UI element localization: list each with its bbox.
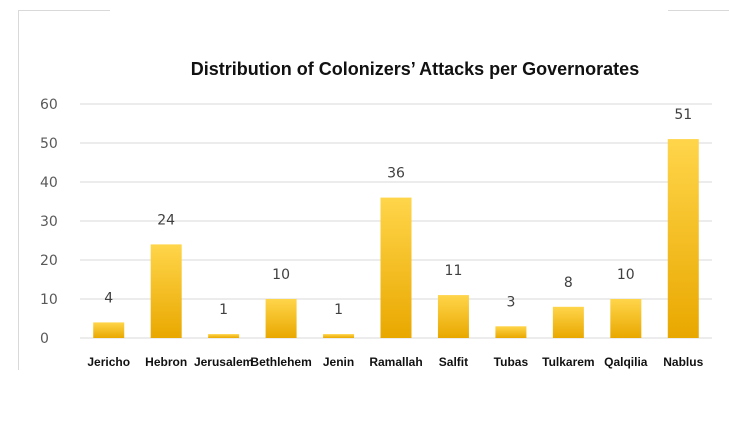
x-tick-label-bethlehem: Bethlehem	[250, 355, 311, 369]
y-tick-label: 40	[40, 175, 58, 191]
bar-salfit	[437, 295, 469, 338]
data-label-bethlehem: 10	[272, 267, 290, 283]
y-tick-label: 20	[40, 253, 58, 269]
data-label-jerusalem: 1	[219, 302, 228, 318]
data-label-qalqilia: 10	[617, 267, 635, 283]
x-tick-label-nablus: Nablus	[663, 355, 703, 369]
x-tick-label-salfit: Salfit	[439, 355, 468, 369]
data-label-tulkarem: 8	[564, 275, 573, 291]
x-tick-label-jerusalem: Jerusalem	[194, 355, 253, 369]
data-label-ramallah: 36	[387, 166, 405, 182]
data-label-tubas: 3	[506, 294, 515, 310]
bar-hebron	[150, 244, 182, 338]
x-tick-label-tubas: Tubas	[494, 355, 529, 369]
y-tick-label: 30	[40, 214, 58, 230]
y-tick-label: 60	[40, 97, 58, 113]
x-tick-label-tulkarem: Tulkarem	[542, 355, 594, 369]
y-axis-ticks: 0 10 20 30 40 50 60	[40, 97, 58, 347]
bar-bethlehem	[265, 299, 297, 338]
x-tick-label-hebron: Hebron	[145, 355, 187, 369]
data-label-salfit: 11	[445, 263, 463, 279]
data-labels: 4 24 1 10 1 36 11 3 8 10 51	[104, 107, 692, 318]
bar-ramallah	[380, 197, 412, 338]
data-label-hebron: 24	[157, 212, 175, 228]
bar-nablus	[667, 139, 699, 338]
data-label-jericho: 4	[104, 290, 113, 306]
frame-left-line	[18, 10, 19, 370]
bar-tubas	[495, 326, 527, 338]
data-label-jenin: 1	[334, 302, 343, 318]
y-tick-label: 50	[40, 136, 58, 152]
bar-jenin	[323, 334, 355, 338]
x-tick-label-ramallah: Ramallah	[369, 355, 422, 369]
bar-jericho	[93, 322, 125, 338]
chart-title: Distribution of Colonizers’ Attacks per …	[191, 59, 639, 79]
bar-qalqilia	[610, 299, 642, 338]
frame-top-line-left	[18, 10, 110, 11]
bar-tulkarem	[552, 306, 584, 338]
y-tick-label: 10	[40, 292, 58, 308]
data-label-nablus: 51	[674, 107, 692, 123]
bar-jerusalem	[208, 334, 240, 338]
x-tick-label-qalqilia: Qalqilia	[604, 355, 648, 369]
x-tick-label-jenin: Jenin	[323, 355, 354, 369]
x-tick-label-jericho: Jericho	[87, 355, 130, 369]
bars	[93, 139, 699, 338]
y-tick-label: 0	[40, 331, 49, 347]
frame-top-line-right	[668, 10, 729, 11]
